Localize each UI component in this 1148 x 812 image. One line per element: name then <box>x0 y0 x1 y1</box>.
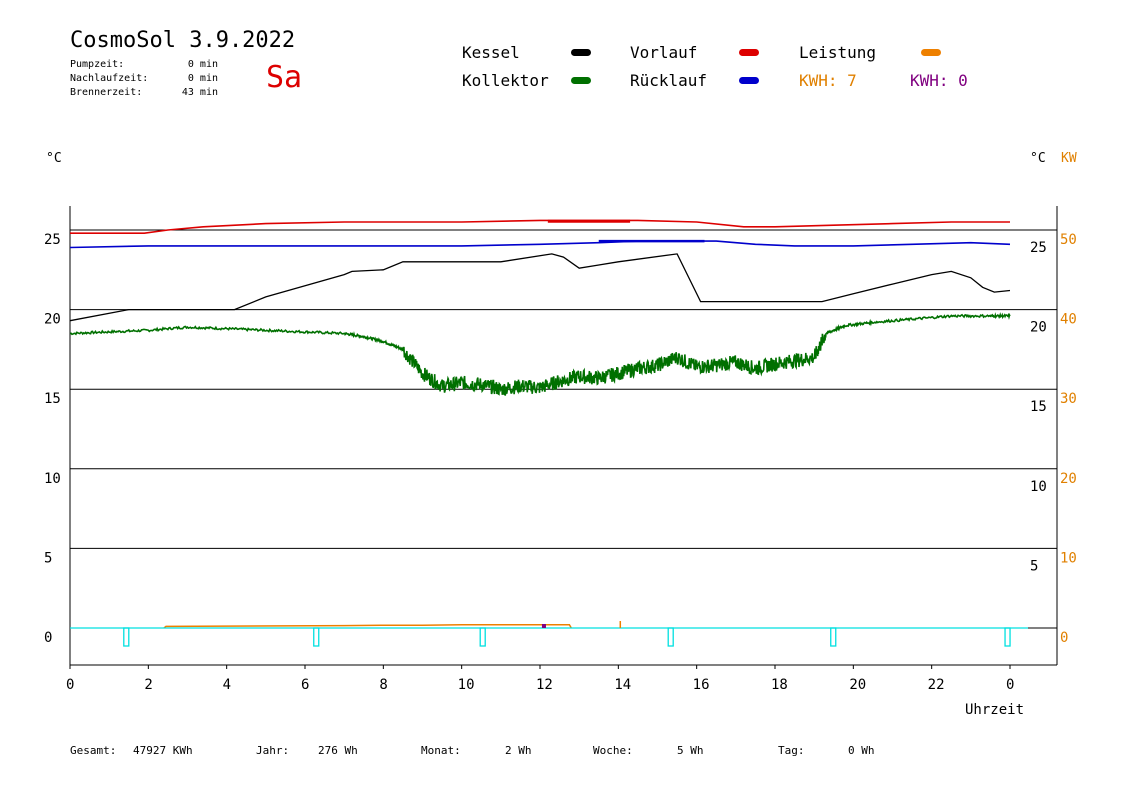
legend-ruecklauf-label: Rücklauf <box>630 71 708 90</box>
right-axis-unit-celsius: °C <box>1030 151 1046 166</box>
footer-monat-value: 2 Wh <box>505 744 532 757</box>
x-tick-label: 8 <box>379 677 387 693</box>
pump-marker <box>479 627 486 647</box>
legend-leistung-swatch <box>921 49 941 56</box>
stat-brennerzeit-label: Brennerzeit: <box>70 87 143 98</box>
legend-kwh-second: KWH: 0 <box>910 71 968 90</box>
y-left-tick-label: 5 <box>44 550 52 566</box>
y-left-tick-label: 0 <box>44 630 52 646</box>
y-left-tick-label: 20 <box>44 312 61 328</box>
series-kessel <box>69 253 1011 322</box>
chart-title: CosmoSol 3.9.2022 <box>70 28 296 53</box>
y-left-tick-label: 25 <box>44 232 61 248</box>
weekday-label: Sa <box>266 60 303 95</box>
x-tick-label: 18 <box>771 677 788 693</box>
pump-marker <box>830 627 837 647</box>
y-right-celsius-tick-label: 10 <box>1030 479 1047 495</box>
x-tick-label: 16 <box>693 677 710 693</box>
left-axis-unit: °C <box>46 151 62 166</box>
legend-leistung-label: Leistung <box>799 43 877 62</box>
pump-marker <box>667 627 674 647</box>
footer-woche-label: Woche: <box>593 744 633 757</box>
y-right-celsius-tick-label: 20 <box>1030 320 1047 336</box>
footer-monat-label: Monat: <box>421 744 461 757</box>
x-tick-label: 0 <box>1006 677 1014 693</box>
y-right-kw-tick-label: 10 <box>1060 550 1077 566</box>
y-right-celsius-tick-label: 25 <box>1030 240 1047 256</box>
series-ruecklauf <box>69 240 1011 249</box>
legend-kollektor-label: Kollektor <box>462 71 549 90</box>
x-tick-label: 0 <box>66 677 74 693</box>
series-vorlauf <box>70 219 1010 234</box>
legend-kwh-leistung: KWH: 7 <box>799 71 857 90</box>
legend-vorlauf-swatch <box>739 49 759 56</box>
x-tick-label: 22 <box>928 677 945 693</box>
y-right-kw-tick-label: 20 <box>1060 471 1077 487</box>
y-right-kw-tick-label: 40 <box>1060 312 1077 328</box>
y-right-kw-tick-label: 0 <box>1060 630 1068 646</box>
stat-pumpzeit-value: 0 min <box>187 59 218 70</box>
x-tick-label: 10 <box>458 677 475 693</box>
x-tick-label: 6 <box>301 677 309 693</box>
stat-brennerzeit-value: 43 min <box>181 87 218 98</box>
kwh2-marker <box>541 624 546 628</box>
x-tick-label: 20 <box>849 677 866 693</box>
legend-vorlauf-label: Vorlauf <box>630 43 698 62</box>
footer-jahr-label: Jahr: <box>256 744 290 757</box>
stat-nachlaufzeit-value: 0 min <box>187 73 218 84</box>
right-axis-unit-kw: KW <box>1061 151 1077 166</box>
legend-kollektor-swatch <box>571 77 591 84</box>
y-right-kw-tick-label: 50 <box>1060 232 1077 248</box>
pump-marker <box>313 627 320 647</box>
y-right-celsius-tick-label: 15 <box>1030 399 1047 415</box>
pump-marker <box>123 627 130 647</box>
x-tick-label: 14 <box>614 677 631 693</box>
y-right-kw-tick-label: 30 <box>1060 391 1077 407</box>
y-right-celsius-tick-label: 5 <box>1030 558 1038 574</box>
footer-jahr-value: 276 Wh <box>318 744 358 757</box>
x-tick-label: 2 <box>144 677 152 693</box>
footer-woche-value: 5 Wh <box>677 744 704 757</box>
footer-gesamt-label: Gesamt: <box>70 744 117 757</box>
footer-tag-value: 0 Wh <box>848 744 875 757</box>
legend-kessel-label: Kessel <box>462 43 520 62</box>
x-axis-label: Uhrzeit <box>965 702 1024 718</box>
y-left-tick-label: 15 <box>44 391 61 407</box>
legend-kessel-swatch <box>571 49 591 56</box>
pump-marker <box>1004 627 1011 647</box>
stat-nachlaufzeit-label: Nachlaufzeit: <box>70 73 149 84</box>
series-leistung <box>163 624 572 629</box>
legend-ruecklauf-swatch <box>739 77 759 84</box>
y-left-tick-label: 10 <box>44 471 61 487</box>
footer-tag-label: Tag: <box>778 744 805 757</box>
footer-gesamt-value: 47927 KWh <box>133 744 193 757</box>
series-kollektor <box>69 312 1011 396</box>
x-tick-label: 4 <box>223 677 231 693</box>
x-tick-label: 12 <box>536 677 553 693</box>
stat-pumpzeit-label: Pumpzeit: <box>70 59 125 70</box>
